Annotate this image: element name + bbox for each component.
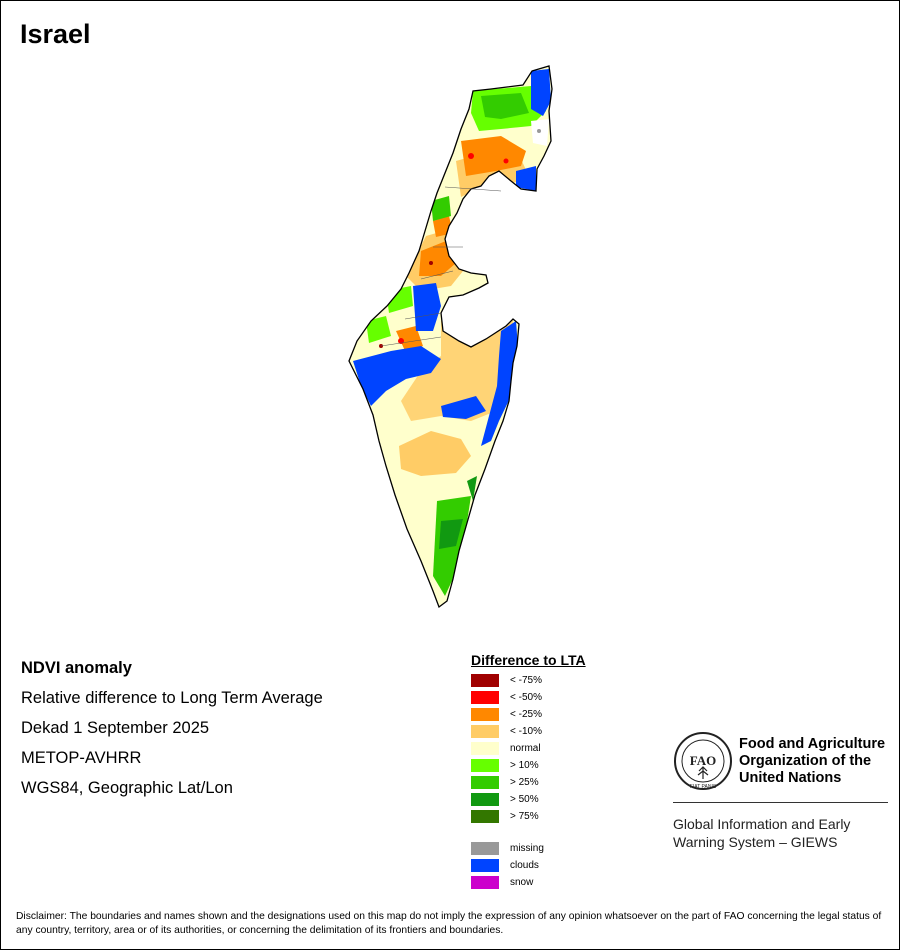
clouds-area: [353, 346, 441, 406]
legend-swatch: [471, 691, 499, 704]
legend-label: < -10%: [510, 726, 542, 737]
legend-swatch: [471, 742, 499, 755]
legend-label: normal: [510, 743, 541, 754]
country-map: [348, 65, 553, 608]
legend-item: < -10%: [471, 723, 671, 740]
legend-special: missing clouds snow: [471, 840, 671, 891]
missing-speck: [537, 129, 541, 133]
orange-area: [461, 136, 526, 176]
legend-classes: < -75% < -50% < -25% < -10% normal > 10% > 25%…: [471, 672, 671, 825]
legend-label: > 10%: [510, 760, 539, 771]
pale-orange-area: [399, 431, 471, 476]
legend-item: missing: [471, 840, 671, 857]
divider: [673, 802, 888, 803]
red-speck: [468, 153, 474, 159]
legend-label: < -75%: [510, 675, 542, 686]
legend-label: missing: [510, 843, 544, 854]
clouds-area: [531, 69, 551, 116]
legend-item: clouds: [471, 857, 671, 874]
map-description: Relative difference to Long Term Average: [21, 689, 323, 707]
legend-item: normal: [471, 740, 671, 757]
legend-item: > 10%: [471, 757, 671, 774]
fao-logo-icon: FAO FIAT PANIS: [674, 732, 732, 790]
green-area: [366, 316, 391, 343]
legend-label: > 75%: [510, 811, 539, 822]
legend-item: snow: [471, 874, 671, 891]
legend-item: > 25%: [471, 774, 671, 791]
legend-swatch: [471, 674, 499, 687]
green-area: [467, 476, 477, 501]
green-area: [431, 196, 451, 221]
map-projection: WGS84, Geographic Lat/Lon: [21, 779, 233, 797]
fao-name-line: United Nations: [739, 770, 842, 786]
legend-swatch: [471, 759, 499, 772]
legend-swatch: [471, 810, 499, 823]
svg-text:FIAT PANIS: FIAT PANIS: [690, 784, 717, 790]
orange-area: [396, 326, 423, 353]
clouds-area: [516, 166, 536, 191]
legend-label: > 25%: [510, 777, 539, 788]
legend-item: > 50%: [471, 791, 671, 808]
map-variable: NDVI anomaly: [21, 659, 132, 677]
svg-text:FAO: FAO: [690, 753, 716, 768]
map-title: Israel: [20, 19, 91, 49]
red-speck: [503, 158, 509, 164]
district-boundary: [380, 186, 502, 347]
legend-swatch: [471, 776, 499, 789]
legend-swatch: [471, 793, 499, 806]
map-date: Dekad 1 September 2025: [21, 719, 210, 737]
legend-item: < -50%: [471, 689, 671, 706]
legend-item: < -75%: [471, 672, 671, 689]
clouds-area: [481, 321, 519, 446]
legend: Difference to LTA < -75% < -50% < -25% < -1…: [471, 652, 671, 891]
legend-item: < -25%: [471, 706, 671, 723]
orange-area: [419, 241, 456, 276]
legend-swatch: [471, 842, 499, 855]
map-sensor: METOP-AVHRR: [21, 749, 142, 767]
giews-name-line: Warning System – GIEWS: [673, 834, 838, 850]
fao-name: Food and Agriculture Organization of the…: [739, 736, 885, 787]
legend-swatch: [471, 876, 499, 889]
fao-name-line: Food and Agriculture: [739, 736, 886, 752]
clouds-area: [441, 396, 486, 419]
map-info: NDVI anomaly Relative difference to Long…: [21, 657, 441, 807]
green-area: [439, 519, 463, 549]
giews-name-line: Global Information and Early: [673, 816, 851, 832]
clouds-area: [413, 283, 441, 331]
red-speck: [429, 261, 433, 265]
legend-label: clouds: [510, 860, 539, 871]
legend-item: > 75%: [471, 808, 671, 825]
fao-name-line: Organization of the: [739, 753, 872, 769]
giews-name: Global Information and Early Warning Sys…: [673, 815, 850, 851]
legend-swatch: [471, 725, 499, 738]
legend-label: snow: [510, 877, 534, 888]
legend-title: Difference to LTA: [471, 652, 586, 668]
legend-label: > 50%: [510, 794, 539, 805]
legend-swatch: [471, 859, 499, 872]
legend-swatch: [471, 708, 499, 721]
disclaimer: Disclaimer: The boundaries and names sho…: [16, 911, 882, 936]
legend-label: < -50%: [510, 692, 542, 703]
green-area: [481, 93, 529, 119]
legend-label: < -25%: [510, 709, 542, 720]
